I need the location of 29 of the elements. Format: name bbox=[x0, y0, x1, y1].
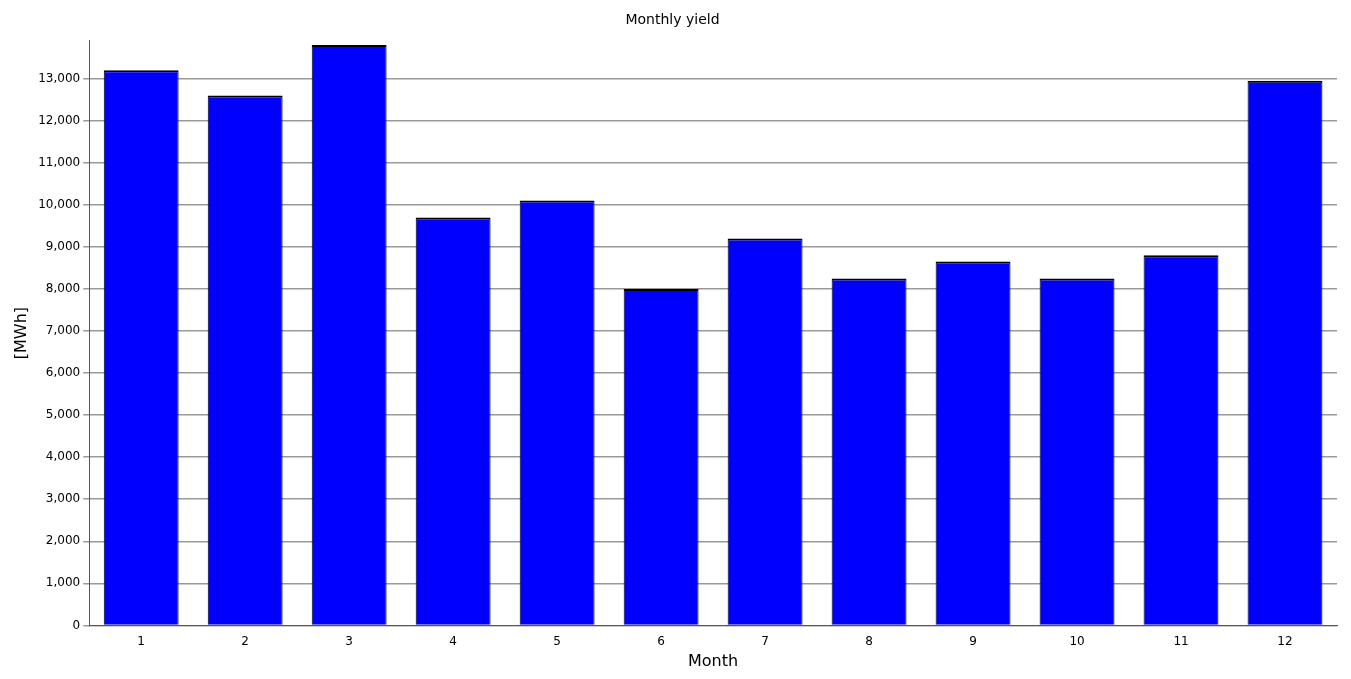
y-tick-label: 10,000 bbox=[38, 196, 81, 211]
y-tick-label: 1,000 bbox=[45, 575, 81, 590]
x-tick-label: 5 bbox=[553, 633, 561, 648]
x-tick-label: 8 bbox=[865, 633, 873, 648]
x-tick-label: 1 bbox=[137, 633, 145, 648]
y-tick-label: 0 bbox=[72, 617, 81, 632]
y-tick-label: 3,000 bbox=[45, 491, 81, 506]
y-tick-label: 5,000 bbox=[45, 407, 81, 422]
y-tick-label: 2,000 bbox=[45, 533, 81, 548]
y-tick-label: 11,000 bbox=[38, 154, 81, 169]
x-tick-label: 10 bbox=[1069, 633, 1085, 648]
y-axis-title: [MWh] bbox=[10, 306, 30, 360]
y-tick-label: 12,000 bbox=[38, 112, 81, 127]
y-tick-label: 9,000 bbox=[45, 239, 81, 254]
y-tick-label: 7,000 bbox=[45, 323, 81, 338]
x-tick-label: 9 bbox=[969, 633, 977, 648]
x-tick-label: 7 bbox=[761, 633, 769, 648]
x-tick-label: 2 bbox=[241, 633, 249, 648]
x-tick-label: 3 bbox=[345, 633, 353, 648]
y-tick-label: 4,000 bbox=[45, 449, 81, 464]
x-tick-label: 12 bbox=[1277, 633, 1293, 648]
y-tick-label: 8,000 bbox=[45, 281, 81, 296]
x-tick-label: 4 bbox=[449, 633, 457, 648]
y-tick-label: 6,000 bbox=[45, 365, 81, 380]
chart-title: Monthly yield bbox=[625, 11, 720, 28]
x-tick-label: 11 bbox=[1173, 633, 1189, 648]
x-tick-label: 6 bbox=[657, 633, 665, 648]
y-tick-label: 13,000 bbox=[38, 70, 81, 85]
x-axis-title: Month bbox=[688, 650, 739, 670]
